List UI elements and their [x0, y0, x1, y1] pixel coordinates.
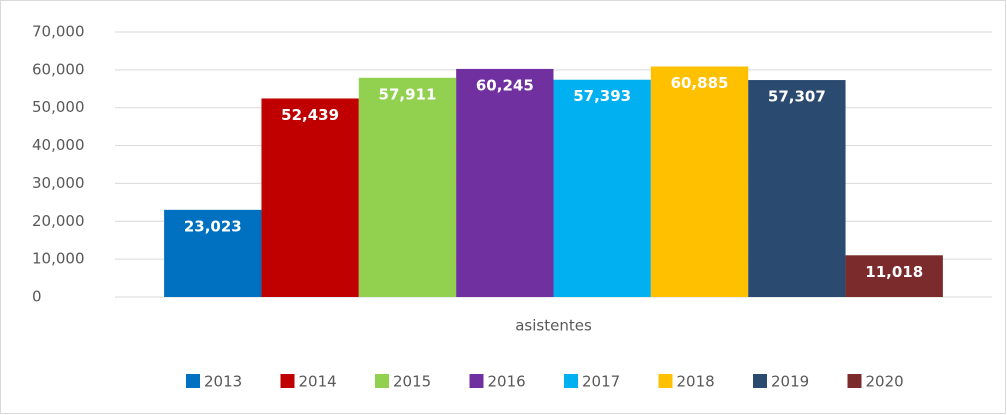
legend-label: 2020: [866, 373, 904, 391]
y-tick-label: 50,000: [32, 98, 85, 116]
legend-label: 2016: [488, 373, 526, 391]
legend-label: 2019: [771, 373, 809, 391]
value-label: 60,885: [671, 74, 729, 92]
bar: [164, 209, 262, 297]
legend-swatch: [753, 374, 767, 388]
legend-swatch: [658, 374, 673, 388]
legend-label: 2015: [393, 373, 431, 391]
y-tick-label: 70,000: [32, 23, 85, 41]
legend-swatch: [375, 374, 389, 388]
value-label: 11,018: [865, 263, 923, 281]
value-label: 57,911: [379, 85, 437, 103]
value-label: 57,307: [768, 88, 826, 106]
legend-swatch: [847, 374, 862, 388]
legend-swatch: [186, 374, 200, 388]
legend-swatch: [280, 374, 295, 388]
bar: [456, 68, 554, 297]
legend-swatch: [469, 374, 484, 388]
y-tick-label: 10,000: [32, 250, 85, 268]
y-tick-label: 0: [32, 288, 42, 306]
bar: [358, 77, 457, 297]
bar: [845, 255, 943, 297]
y-tick-label: 20,000: [32, 212, 85, 230]
bar: [748, 80, 846, 298]
bar: [650, 66, 749, 298]
value-label: 57,393: [573, 87, 631, 105]
legend-label: 2013: [204, 373, 242, 391]
bar: [261, 98, 359, 297]
value-label: 52,439: [281, 106, 339, 124]
value-label: 60,245: [476, 76, 534, 94]
legend-label: 2018: [677, 373, 715, 391]
value-label: 23,023: [184, 217, 242, 235]
legend-label: 2014: [299, 373, 337, 391]
y-tick-label: 30,000: [32, 174, 85, 192]
x-tick-label: asistentes: [515, 317, 592, 335]
y-tick-label: 60,000: [32, 60, 85, 78]
bar: [553, 79, 651, 297]
legend-swatch: [564, 374, 578, 388]
legend-label: 2017: [582, 373, 620, 391]
y-tick-label: 40,000: [32, 136, 85, 154]
